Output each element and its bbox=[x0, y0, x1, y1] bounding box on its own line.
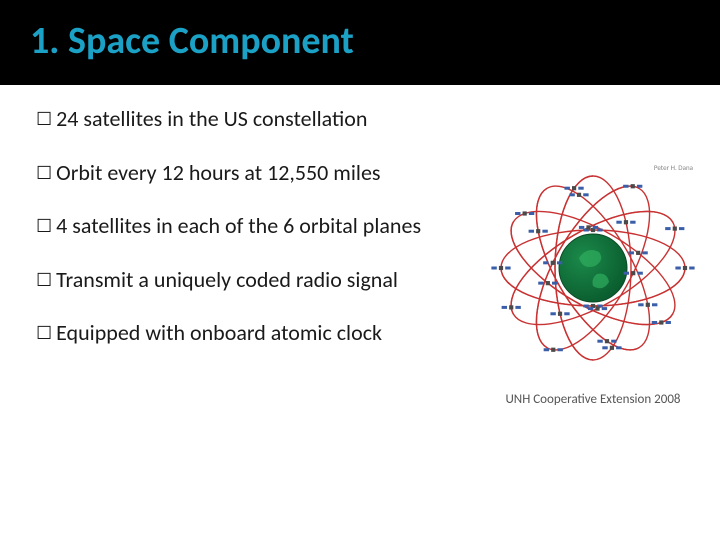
slide-title: 1. Space Component bbox=[30, 18, 720, 64]
bullet-icon: ☐ bbox=[36, 322, 52, 345]
list-item: ☐Transmit a uniquely coded radio signal bbox=[36, 266, 476, 294]
figure-caption: UNH Cooperative Extension 2008 bbox=[488, 392, 698, 407]
constellation-svg: Peter H. Dana bbox=[488, 160, 698, 370]
bullet-icon: ☐ bbox=[36, 108, 52, 131]
title-band: 1. Space Component bbox=[0, 0, 720, 85]
bullet-list: ☐24 satellites in the US constellation ☐… bbox=[36, 105, 476, 373]
list-item: ☐4 satellites in each of the 6 orbital p… bbox=[36, 212, 476, 240]
list-item: ☐Orbit every 12 hours at 12,550 miles bbox=[36, 159, 476, 187]
slide: 1. Space Component ☐24 satellites in the… bbox=[0, 0, 720, 540]
bullet-icon: ☐ bbox=[36, 215, 52, 238]
bullet-text: Orbit every 12 hours at 12,550 miles bbox=[56, 159, 380, 186]
bullet-text: Equipped with onboard atomic clock bbox=[56, 319, 382, 346]
orbit-diagram: Peter H. Dana bbox=[488, 160, 698, 370]
bullet-text: 4 satellites in each of the 6 orbital pl… bbox=[56, 212, 421, 239]
bullet-icon: ☐ bbox=[36, 269, 52, 292]
list-item: ☐24 satellites in the US constellation bbox=[36, 105, 476, 133]
bullet-icon: ☐ bbox=[36, 162, 52, 185]
bullet-text: Transmit a uniquely coded radio signal bbox=[56, 266, 398, 293]
svg-text:Peter H. Dana: Peter H. Dana bbox=[654, 163, 693, 172]
bullet-text: 24 satellites in the US constellation bbox=[56, 105, 367, 132]
list-item: ☐Equipped with onboard atomic clock bbox=[36, 319, 476, 347]
